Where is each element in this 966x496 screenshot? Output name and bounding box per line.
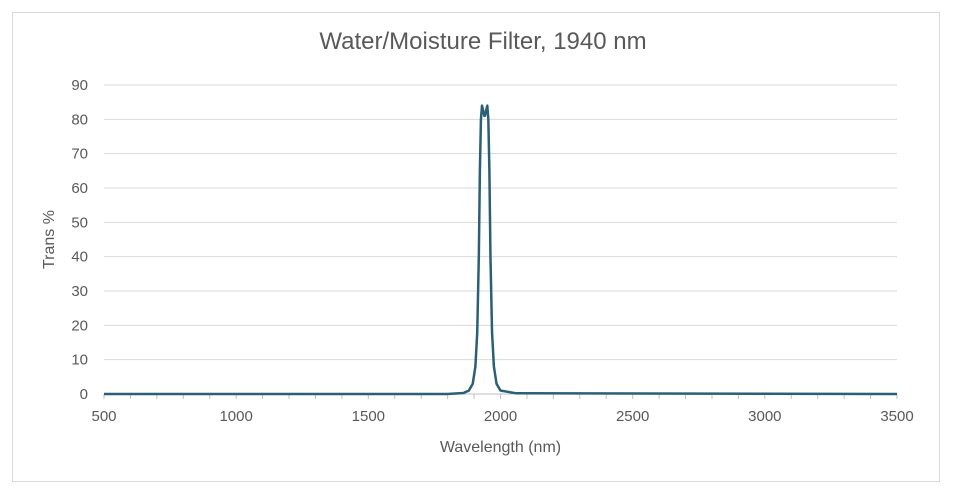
y-tick-label: 50 <box>71 214 88 231</box>
x-tick-label: 1500 <box>352 408 385 425</box>
series-layer <box>104 104 898 396</box>
y-tick-label: 30 <box>71 283 88 300</box>
x-tick-label: 2000 <box>484 408 517 425</box>
y-tick-label: 40 <box>71 249 88 266</box>
chart-frame <box>12 12 940 482</box>
y-tick-label: 90 <box>71 77 88 94</box>
y-tick-label: 60 <box>71 180 88 197</box>
series-line-0 <box>104 104 898 396</box>
x-tick-label: 1000 <box>219 408 252 425</box>
x-tick-label: 3500 <box>880 408 913 425</box>
chart-title: Water/Moisture Filter, 1940 nm <box>319 28 647 55</box>
x-tick-label: 500 <box>91 408 116 425</box>
y-tick-label: 70 <box>71 146 88 163</box>
x-tick-label: 3000 <box>748 408 781 425</box>
y-tick-label: 0 <box>80 386 88 403</box>
gridlines <box>103 84 898 399</box>
x-tick-label: 2500 <box>616 408 649 425</box>
tick-labels: 0 10 20 30 40 50 60 70 80 90 500 1000 1500 2000 2500 30… <box>71 77 913 425</box>
y-tick-label: 80 <box>71 111 88 128</box>
y-tick-label: 10 <box>71 352 88 369</box>
y-axis-title: Trans % <box>41 210 58 269</box>
y-tick-label: 20 <box>71 317 88 334</box>
x-axis-title: Wavelength (nm) <box>440 439 561 456</box>
